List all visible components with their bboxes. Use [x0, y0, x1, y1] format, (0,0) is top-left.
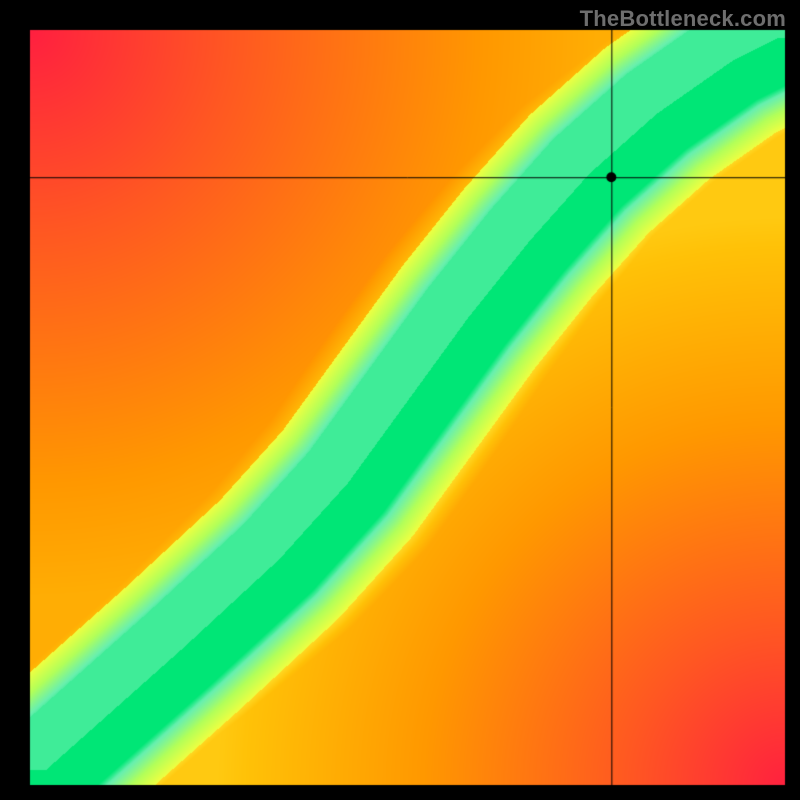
watermark-text: TheBottleneck.com: [580, 6, 786, 32]
bottleneck-chart: TheBottleneck.com: [0, 0, 800, 800]
heatmap-canvas: [0, 0, 800, 800]
